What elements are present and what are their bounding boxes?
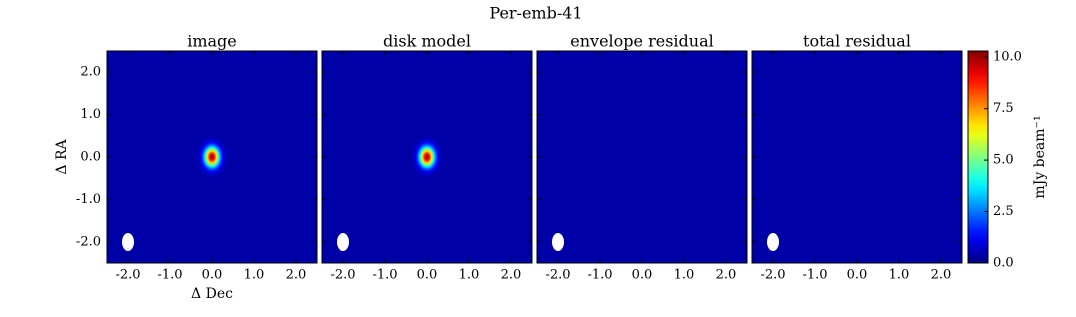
- x-tick-label: 0.0: [632, 268, 653, 283]
- x-tick-label: 0.0: [417, 268, 438, 283]
- x-tick-label: -2.0: [115, 268, 140, 283]
- panel-background: [752, 51, 962, 263]
- colorbar-tick-label: 7.5: [993, 101, 1014, 116]
- panel-title: total residual: [803, 32, 911, 51]
- x-tick-label: 2.0: [716, 268, 737, 283]
- x-tick-label: -1.0: [587, 268, 612, 283]
- x-tick-label: 1.0: [674, 268, 695, 283]
- y-tick-label: 0.0: [80, 150, 101, 165]
- x-tick-label: 0.0: [202, 268, 223, 283]
- colorbar-label: mJy beam⁻¹: [1032, 115, 1048, 198]
- x-tick-label: 1.0: [244, 268, 265, 283]
- x-tick-label: 2.0: [931, 268, 952, 283]
- x-tick-label: -2.0: [760, 268, 785, 283]
- beam: [552, 233, 564, 251]
- x-tick-label: 0.0: [847, 268, 868, 283]
- x-tick-label: 2.0: [501, 268, 522, 283]
- colorbar-tick-label: 10.0: [993, 50, 1022, 65]
- panel-title: envelope residual: [570, 32, 713, 51]
- panel-title: disk model: [383, 32, 471, 51]
- x-tick-label: -2.0: [545, 268, 570, 283]
- x-tick-label: 2.0: [286, 268, 307, 283]
- x-axis-label: Δ Dec: [191, 286, 233, 302]
- x-tick-label: -2.0: [330, 268, 355, 283]
- chart-title: Per-emb-41: [489, 4, 582, 23]
- beam: [122, 233, 134, 251]
- y-tick-label: -2.0: [76, 234, 101, 249]
- y-tick-label: -1.0: [76, 192, 101, 207]
- colorbar: [967, 50, 989, 264]
- x-tick-label: 1.0: [889, 268, 910, 283]
- colorbar-tick-label: 5.0: [993, 153, 1014, 168]
- colorbar-tick-label: 2.5: [993, 204, 1014, 219]
- y-tick-label: 1.0: [80, 107, 101, 122]
- x-tick-label: -1.0: [802, 268, 827, 283]
- panel-title: image: [187, 32, 237, 51]
- source: [412, 137, 442, 177]
- beam: [767, 233, 779, 251]
- x-tick-label: 1.0: [459, 268, 480, 283]
- source: [197, 137, 227, 177]
- y-axis-label: Δ RA: [54, 139, 70, 175]
- x-tick-label: -1.0: [372, 268, 397, 283]
- y-tick-label: 2.0: [80, 65, 101, 80]
- colorbar-tick-label: 0.0: [993, 256, 1014, 271]
- x-tick-label: -1.0: [157, 268, 182, 283]
- beam: [337, 233, 349, 251]
- panel-background: [537, 51, 747, 263]
